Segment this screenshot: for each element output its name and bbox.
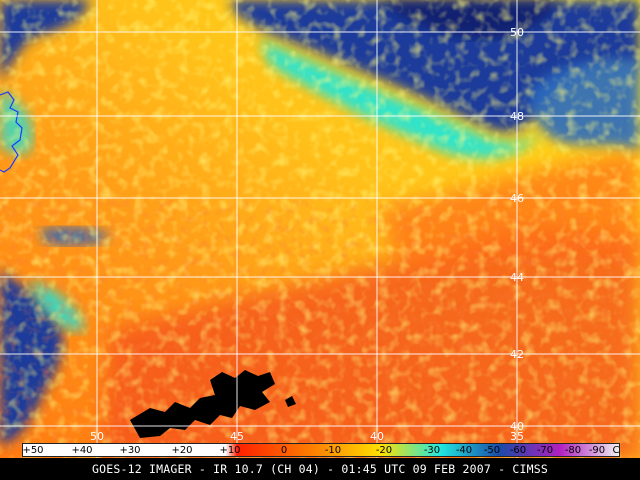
colorbar-tick-label: -50 <box>483 445 501 456</box>
longitude-label: 35 <box>510 430 524 443</box>
colorbar-tick-label: -60 <box>509 445 527 456</box>
colorbar-tick-label: -40 <box>455 445 473 456</box>
colorbar-tick-label: +20 <box>171 445 193 456</box>
colorbar-tick-label: C <box>612 445 620 456</box>
coastline <box>0 91 23 173</box>
cloud-texture-red <box>0 200 640 458</box>
colorbar-tick-label: -90 <box>588 445 606 456</box>
cold-tops-south <box>130 370 275 438</box>
caption-text: GOES-12 IMAGER - IR 10.7 (CH 04) - 01:45… <box>92 462 548 476</box>
colorbar-tick-label: -70 <box>536 445 554 456</box>
colorbar-tick-label: 0 <box>280 445 288 456</box>
colorbar-tick-label: -20 <box>375 445 393 456</box>
cold-tops-south-2 <box>215 388 296 407</box>
longitude-label: 45 <box>230 430 244 443</box>
colorbar-tick-label: -80 <box>564 445 582 456</box>
colorbar-tick-label: +40 <box>71 445 93 456</box>
colorbar-tick-label: +30 <box>119 445 141 456</box>
colorbar-tick-label: +50 <box>22 445 44 456</box>
image-caption: GOES-12 IMAGER - IR 10.7 (CH 04) - 01:45… <box>0 458 640 480</box>
colorbar-tick-label: +10 <box>219 445 241 456</box>
colorbar-tick-label: -30 <box>423 445 441 456</box>
colorbar-tick-label: -10 <box>324 445 342 456</box>
longitude-label: 50 <box>90 430 104 443</box>
temperature-colorbar <box>22 443 620 457</box>
longitude-label: 40 <box>370 430 384 443</box>
